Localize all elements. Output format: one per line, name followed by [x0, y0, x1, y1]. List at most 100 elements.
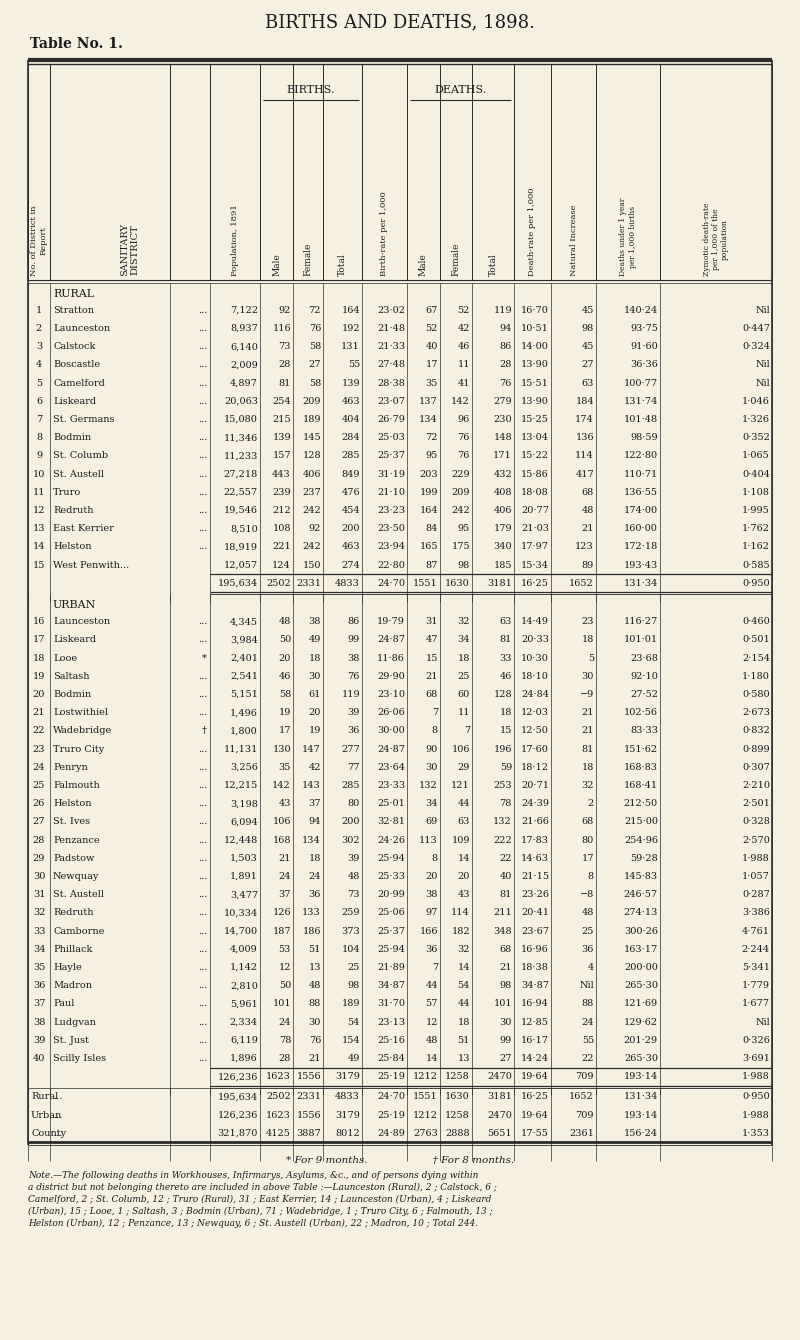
- Text: 408: 408: [494, 488, 512, 497]
- Text: 1·988: 1·988: [742, 854, 770, 863]
- Text: 98·59: 98·59: [630, 433, 658, 442]
- Text: Calstock: Calstock: [53, 342, 95, 351]
- Text: 196: 196: [494, 745, 512, 753]
- Text: 43: 43: [458, 890, 470, 899]
- Text: 76: 76: [348, 671, 360, 681]
- Text: 68: 68: [426, 690, 438, 699]
- Text: 81: 81: [500, 890, 512, 899]
- Text: 121: 121: [451, 781, 470, 791]
- Text: 5: 5: [588, 654, 594, 662]
- Text: 11·86: 11·86: [377, 654, 405, 662]
- Text: 80: 80: [348, 799, 360, 808]
- Text: 0·352: 0·352: [742, 433, 770, 442]
- Text: 48: 48: [348, 872, 360, 880]
- Text: 157: 157: [272, 452, 291, 461]
- Text: 113: 113: [419, 836, 438, 844]
- Text: 201·29: 201·29: [624, 1036, 658, 1045]
- Text: 13·90: 13·90: [521, 360, 549, 370]
- Text: 3,198: 3,198: [230, 799, 258, 808]
- Text: 21·03: 21·03: [521, 524, 549, 533]
- Text: Nil: Nil: [755, 306, 770, 315]
- Text: 404: 404: [342, 415, 360, 423]
- Text: 22: 22: [33, 726, 46, 736]
- Text: 1,891: 1,891: [230, 872, 258, 880]
- Text: 171: 171: [494, 452, 512, 461]
- Text: 0·307: 0·307: [742, 762, 770, 772]
- Text: 212·50: 212·50: [624, 799, 658, 808]
- Text: 302: 302: [342, 836, 360, 844]
- Text: 57: 57: [426, 1000, 438, 1009]
- Text: 23·13: 23·13: [377, 1017, 405, 1026]
- Text: West Penwith...: West Penwith...: [53, 560, 130, 570]
- Text: 40: 40: [426, 342, 438, 351]
- Text: 17: 17: [426, 360, 438, 370]
- Text: 1·988: 1·988: [742, 1111, 770, 1120]
- Text: 18: 18: [458, 654, 470, 662]
- Text: 19·64: 19·64: [521, 1111, 549, 1120]
- Text: 27: 27: [309, 360, 321, 370]
- Text: 29: 29: [33, 854, 45, 863]
- Text: 15: 15: [33, 560, 45, 570]
- Text: 38: 38: [309, 618, 321, 626]
- Text: Looe: Looe: [53, 654, 77, 662]
- Text: 21: 21: [278, 854, 291, 863]
- Text: 28: 28: [278, 1055, 291, 1063]
- Text: 134: 134: [302, 836, 321, 844]
- Text: 19·79: 19·79: [377, 618, 405, 626]
- Text: 3,256: 3,256: [230, 762, 258, 772]
- Text: 26: 26: [33, 799, 45, 808]
- Text: 24·70: 24·70: [377, 1092, 405, 1101]
- Text: ...: ...: [198, 817, 207, 827]
- Text: 2470: 2470: [487, 1072, 512, 1081]
- Text: 19: 19: [278, 709, 291, 717]
- Text: ...: ...: [198, 709, 207, 717]
- Text: 15: 15: [500, 726, 512, 736]
- Text: 18·10: 18·10: [521, 671, 549, 681]
- Text: 3·691: 3·691: [742, 1055, 770, 1063]
- Text: 68: 68: [582, 817, 594, 827]
- Text: 174: 174: [575, 415, 594, 423]
- Text: 3887: 3887: [296, 1128, 321, 1138]
- Text: Bodmin: Bodmin: [53, 433, 91, 442]
- Text: Note.—The following deaths in Workhouses, Infirmarys, Asylums, &c., and of perso: Note.—The following deaths in Workhouses…: [28, 1171, 478, 1181]
- Text: 8: 8: [432, 854, 438, 863]
- Text: 242: 242: [302, 543, 321, 551]
- Text: 78: 78: [500, 799, 512, 808]
- Text: 348: 348: [494, 926, 512, 935]
- Text: 24·70: 24·70: [377, 579, 405, 588]
- Text: 3: 3: [36, 342, 42, 351]
- Text: 259: 259: [342, 909, 360, 918]
- Text: 23·02: 23·02: [377, 306, 405, 315]
- Text: 0·832: 0·832: [742, 726, 770, 736]
- Text: Ludgvan: Ludgvan: [53, 1017, 96, 1026]
- Text: 126: 126: [272, 909, 291, 918]
- Text: 98: 98: [348, 981, 360, 990]
- Text: 199: 199: [419, 488, 438, 497]
- Text: 3,984: 3,984: [230, 635, 258, 645]
- Text: ...: ...: [198, 1036, 207, 1045]
- Text: 160·00: 160·00: [624, 524, 658, 533]
- Text: 142: 142: [272, 781, 291, 791]
- Text: Truro: Truro: [53, 488, 82, 497]
- Text: 182: 182: [451, 926, 470, 935]
- Text: 81: 81: [582, 745, 594, 753]
- Text: 21: 21: [33, 709, 46, 717]
- Text: ...: ...: [198, 415, 207, 423]
- Text: 119: 119: [494, 306, 512, 315]
- Text: ...: ...: [198, 360, 207, 370]
- Text: 27: 27: [499, 1055, 512, 1063]
- Text: 4: 4: [588, 963, 594, 971]
- Text: 6,094: 6,094: [230, 817, 258, 827]
- Text: ...: ...: [198, 635, 207, 645]
- Text: 215: 215: [272, 415, 291, 423]
- Text: 1258: 1258: [446, 1111, 470, 1120]
- Text: 59·28: 59·28: [630, 854, 658, 863]
- Text: 27·48: 27·48: [377, 360, 405, 370]
- Text: 44: 44: [458, 1000, 470, 1009]
- Text: 2361: 2361: [569, 1128, 594, 1138]
- Text: 29·90: 29·90: [378, 671, 405, 681]
- Text: 29: 29: [458, 762, 470, 772]
- Text: Penryn: Penryn: [53, 762, 88, 772]
- Text: 38: 38: [33, 1017, 45, 1026]
- Text: 27: 27: [582, 360, 594, 370]
